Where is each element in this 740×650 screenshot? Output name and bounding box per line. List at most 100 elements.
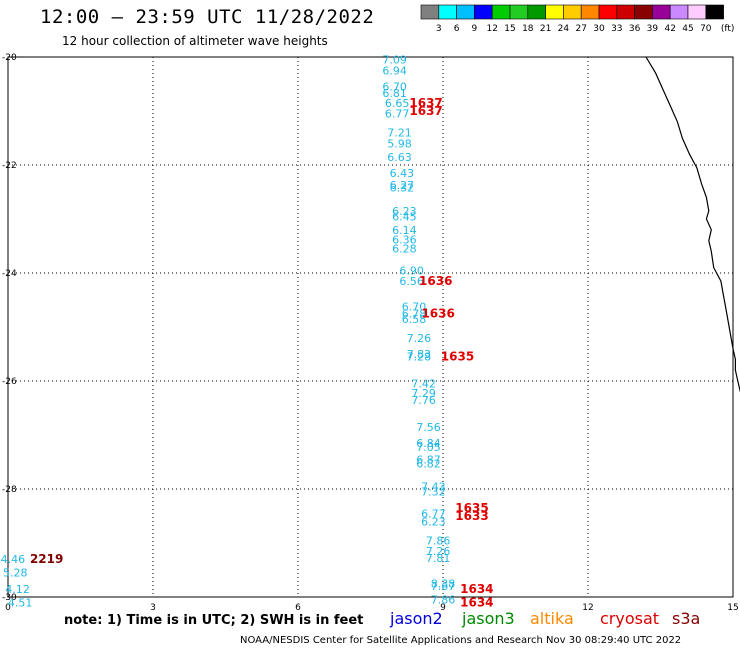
pass-label: 1636 [421,307,454,321]
colorbar-swatch [705,4,724,20]
colorbar-label: 24 [558,24,570,34]
satellite-legend-jason2: jason2 [390,609,443,628]
swh-observation: 7.29 [411,387,436,400]
map-frame [7,56,734,598]
swh-observation: 8.38 [431,578,456,591]
swh-observation: 7.67 [431,580,456,593]
swh-observation: 6.63 [387,151,412,164]
swh-observation: 7.09 [382,54,407,67]
pass-label: 1635 [441,350,474,364]
swh-observation: 6.14 [392,224,417,237]
swh-observation: 6.87 [416,453,441,466]
swh-observation: 4.51 [8,596,33,609]
pass-label: 1637 [409,104,442,118]
lon-tick-label: 6 [295,603,301,610]
swh-observation: 7.42 [411,378,436,391]
swh-observation: 7.86 [426,534,451,547]
colorbar-label: 12 [486,24,497,34]
satellite-legend-altika: altika [530,609,574,628]
page-subtitle: 12 hour collection of altimeter wave hei… [62,34,328,48]
swh-observation: 6.45 [392,210,417,223]
swh-observation: 6.94 [382,65,407,78]
pass-label: 1634 [460,595,493,609]
colorbar-label: (ft) [721,24,735,34]
lat-tick-label: -26 [2,377,17,387]
satellite-legend-jason3: jason3 [462,609,515,628]
swh-observation: 6.84 [416,437,441,450]
swh-observation: 7.05 [416,441,441,454]
satellite-legend-s3a: s3a [672,609,701,628]
swh-observation: 6.32 [390,182,415,195]
swh-observation: 7.28 [407,351,432,364]
colorbar-label: 30 [593,24,605,34]
satellite-legend-cryosat: cryosat [600,609,660,628]
swh-observation: 6.78 [402,308,427,321]
swh-observation: 6.90 [399,264,424,277]
swh-observation: 7.26 [407,332,432,345]
lon-tick-label: 3 [150,603,156,610]
page-title: 12:00 – 23:59 UTC 11/28/2022 [40,6,375,28]
colorbar-label: 42 [664,24,675,34]
colorbar-label: 15 [504,24,515,34]
colorbar-label: 21 [540,24,551,34]
pass-label: 1636 [419,274,452,288]
wave-height-map: 0 3 6 9 12 15-20-22-24-26-28-307.096.946.706.… [1,53,740,610]
swh-observation: 7.81 [426,552,451,565]
colorbar-label: 33 [611,24,622,34]
lat-tick-label: -30 [2,593,17,603]
footnote: note: 1) Time is in UTC; 2) SWH is in fe… [64,613,364,628]
colorbar-label: 36 [629,24,641,34]
lat-tick-label: -24 [2,269,17,279]
swh-observation: 6.23 [392,205,417,218]
swh-observation: 6.70 [382,81,407,94]
swh-observation: 4.46 [1,553,26,566]
lat-tick-label: -20 [2,53,17,63]
coastline [645,56,740,392]
swh-observation: 6.81 [382,87,407,100]
swh-observation: 6.36 [392,234,417,247]
lon-tick-label: 15 [727,603,738,610]
lat-tick-label: -28 [2,485,17,495]
swh-observation: 6.58 [402,313,427,326]
swh-observation: 6.70 [402,300,427,313]
swh-observation: 6.82 [416,458,441,471]
swh-observation: 6.27 [390,179,415,192]
swh-observation: 7.32 [421,486,446,499]
colorbar-label: 3 [436,24,442,34]
swh-observation: 6.77 [421,507,446,520]
colorbar-label: 9 [472,24,478,34]
lat-tick-label: -22 [2,161,17,171]
swh-observation: 7.83 [407,348,432,361]
pass-label: 1633 [455,509,488,523]
lon-tick-label: 0 [5,603,11,610]
swh-observation: 6.65 [385,97,410,110]
swh-observation: 5.28 [3,567,28,580]
swh-observation: 5.98 [387,137,412,150]
swh-observation: 6.56 [399,275,424,288]
pass-label: 1635 [455,501,488,515]
swh-observation: 7.56 [416,421,441,434]
colorbar-label: 45 [682,24,693,34]
colorbar-label: 39 [647,24,659,34]
pass-label: 1637 [409,96,442,110]
swh-observation: 6.23 [421,515,446,528]
colorbar-label: 27 [575,24,586,34]
attribution-footer: NOAA/NESDIS Center for Satellite Applica… [240,635,682,646]
swh-observation: 7.43 [421,480,446,493]
lon-tick-label: 9 [440,603,446,610]
swh-observation: 6.43 [390,167,415,180]
swh-observation: 7.26 [426,545,451,558]
swh-observation: 6.28 [392,243,417,256]
swh-observation: 7.21 [387,127,412,140]
colorbar-label: 6 [454,24,460,34]
swh-observation: 7.86 [431,594,456,607]
pass-label: 1634 [460,582,493,596]
swh-observation: 4.12 [5,583,30,596]
pass-label: 2219 [30,552,63,566]
colorbar-label: 70 [700,24,712,34]
lon-tick-label: 12 [582,603,593,610]
colorbar-label: 18 [522,24,534,34]
swh-observation: 6.77 [385,108,410,121]
swh-observation: 7.76 [411,394,436,407]
color-legend: 3 6 9 12 15 18 21 24 27 30 33 36 39 42 45 70 (ft) [420,4,735,34]
